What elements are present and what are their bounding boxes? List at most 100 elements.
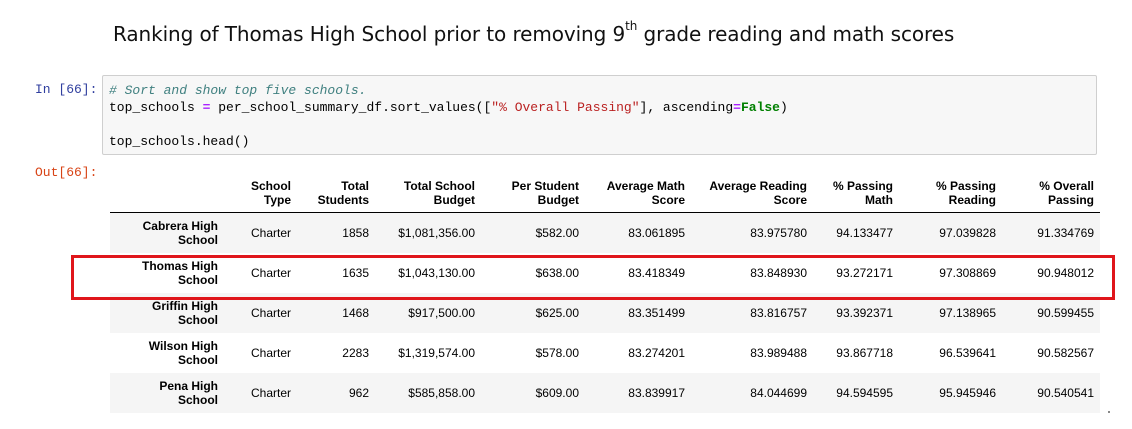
table-cell: 83.989488 <box>750 345 807 360</box>
table-cell: 1635 <box>342 265 369 280</box>
column-header-line2: Type <box>263 193 291 207</box>
column-header-line1: % Passing <box>832 179 893 193</box>
table-cell: 97.138965 <box>939 305 996 320</box>
table-cell: $917,500.00 <box>408 305 475 320</box>
row-index: Thomas High School <box>110 253 224 293</box>
row-index-line1: Griffin High <box>152 298 218 313</box>
code-line-sort: top_schools = per_school_summary_df.sort… <box>109 99 1090 116</box>
table-cell: 94.133477 <box>836 225 893 240</box>
table-cell: 95.945946 <box>939 385 996 400</box>
column-header: % Overall Passing <box>1002 174 1100 213</box>
table-cell: 91.334769 <box>1037 225 1094 240</box>
row-index: Griffin High School <box>110 293 224 333</box>
code-assign-op: = <box>202 100 211 115</box>
table-cell: 93.272171 <box>836 265 893 280</box>
code-line-comment: # Sort and show top five schools. <box>109 82 1090 99</box>
column-header-line2: Score <box>773 193 807 207</box>
output-area: School Type Total Students Total School Bud… <box>110 174 1100 413</box>
table-cell: 97.308869 <box>939 265 996 280</box>
slide-title-rest: grade reading and math scores <box>637 22 955 46</box>
column-header-line1: Total <box>341 179 369 193</box>
code-cell[interactable]: # Sort and show top five schools. top_sch… <box>102 75 1097 155</box>
row-index-line2: School <box>177 312 218 327</box>
table-header-row: School Type Total Students Total School Bud… <box>110 174 1100 213</box>
column-header-line1: % Overall <box>1039 179 1094 193</box>
code-keyword: False <box>740 100 780 115</box>
slide-title: Ranking of Thomas High School prior to r… <box>113 19 955 46</box>
column-header-line2: Score <box>651 193 685 207</box>
table-row: Cabrera High School Charter 1858 $1,081,3… <box>110 212 1100 253</box>
row-index-line1: Pena High <box>159 378 218 393</box>
column-header-line1: Per Student <box>511 179 579 193</box>
table-cell: 97.039828 <box>939 225 996 240</box>
table-cell: $609.00 <box>535 385 579 400</box>
table-cell: $1,081,356.00 <box>398 225 475 240</box>
column-header-line1: Total School <box>403 179 475 193</box>
column-header-line1: School <box>250 179 291 193</box>
column-header: Total School Budget <box>375 174 481 213</box>
table-cell: 83.274201 <box>628 345 685 360</box>
row-index-line1: Wilson High <box>148 338 218 353</box>
index-header <box>110 174 224 213</box>
table-cell: 83.061895 <box>628 225 685 240</box>
row-index-line2: School <box>177 272 218 287</box>
row-index-line1: Cabrera High <box>142 218 218 233</box>
slide-title-superscript: th <box>625 19 638 33</box>
column-header-line2: Reading <box>948 193 996 207</box>
code-var: top_schools <box>109 100 203 115</box>
table-cell: Charter <box>250 345 291 360</box>
table-cell: 1858 <box>342 225 369 240</box>
table-cell: $638.00 <box>535 265 579 280</box>
table-cell: 83.816757 <box>750 305 807 320</box>
row-index-line2: School <box>177 392 218 407</box>
table-cell: $1,319,574.00 <box>398 345 475 360</box>
column-header-line1: % Passing <box>935 179 996 193</box>
table-cell: 96.539641 <box>939 345 996 360</box>
table-cell: 1468 <box>342 305 369 320</box>
table-cell: 84.044699 <box>750 385 807 400</box>
code-comment: # Sort and show top five schools. <box>109 83 367 98</box>
table-cell: $1,043,130.00 <box>398 265 475 280</box>
code-string: "% Overall Passing" <box>491 100 640 115</box>
table-cell: $585,858.00 <box>408 385 475 400</box>
column-header-line2: Passing <box>1047 193 1094 207</box>
row-index-line2: School <box>177 352 218 367</box>
code-call: per_school_summary_df.sort_values([ <box>210 100 492 115</box>
table-cell: 83.418349 <box>628 265 685 280</box>
code-kwarg-op: = <box>733 100 741 115</box>
column-header: % Passing Math <box>813 174 899 213</box>
row-index-line2: School <box>177 232 218 247</box>
table-cell: 83.975780 <box>750 225 807 240</box>
table-cell: $625.00 <box>535 305 579 320</box>
table-cell: 90.582567 <box>1037 345 1094 360</box>
code-line-head: top_schools.head() <box>109 133 1090 150</box>
column-header-line2: Students <box>317 193 369 207</box>
table-cell: 93.867718 <box>836 345 893 360</box>
table-cell: Charter <box>250 305 291 320</box>
table-cell: 90.540541 <box>1037 385 1094 400</box>
table-cell: 93.392371 <box>836 305 893 320</box>
column-header-line1: Average Math <box>606 179 685 193</box>
table-cell: Charter <box>250 225 291 240</box>
column-header: Per Student Budget <box>481 174 585 213</box>
column-header-line2: Math <box>865 193 893 207</box>
table-cell: 2283 <box>342 345 369 360</box>
table-cell: 83.848930 <box>750 265 807 280</box>
input-prompt: In [66]: <box>35 82 98 97</box>
column-header: % Passing Reading <box>899 174 1002 213</box>
column-header-line2: Budget <box>433 193 475 207</box>
row-index: Pena High School <box>110 373 224 413</box>
code-close: ) <box>779 100 788 115</box>
table-cell: $582.00 <box>535 225 579 240</box>
stray-dot <box>1108 411 1110 413</box>
table-cell: 90.599455 <box>1037 305 1094 320</box>
table-cell: Charter <box>250 385 291 400</box>
code-line-blank <box>109 116 1090 133</box>
column-header: Total Students <box>297 174 375 213</box>
table-cell: 962 <box>348 385 369 400</box>
table-row: Griffin High School Charter 1468 $917,500… <box>110 292 1100 333</box>
column-header: Average Reading Score <box>691 174 813 213</box>
table-cell: Charter <box>250 265 291 280</box>
column-header-line2: Budget <box>537 193 579 207</box>
dataframe-table: School Type Total Students Total School Bud… <box>110 174 1100 413</box>
